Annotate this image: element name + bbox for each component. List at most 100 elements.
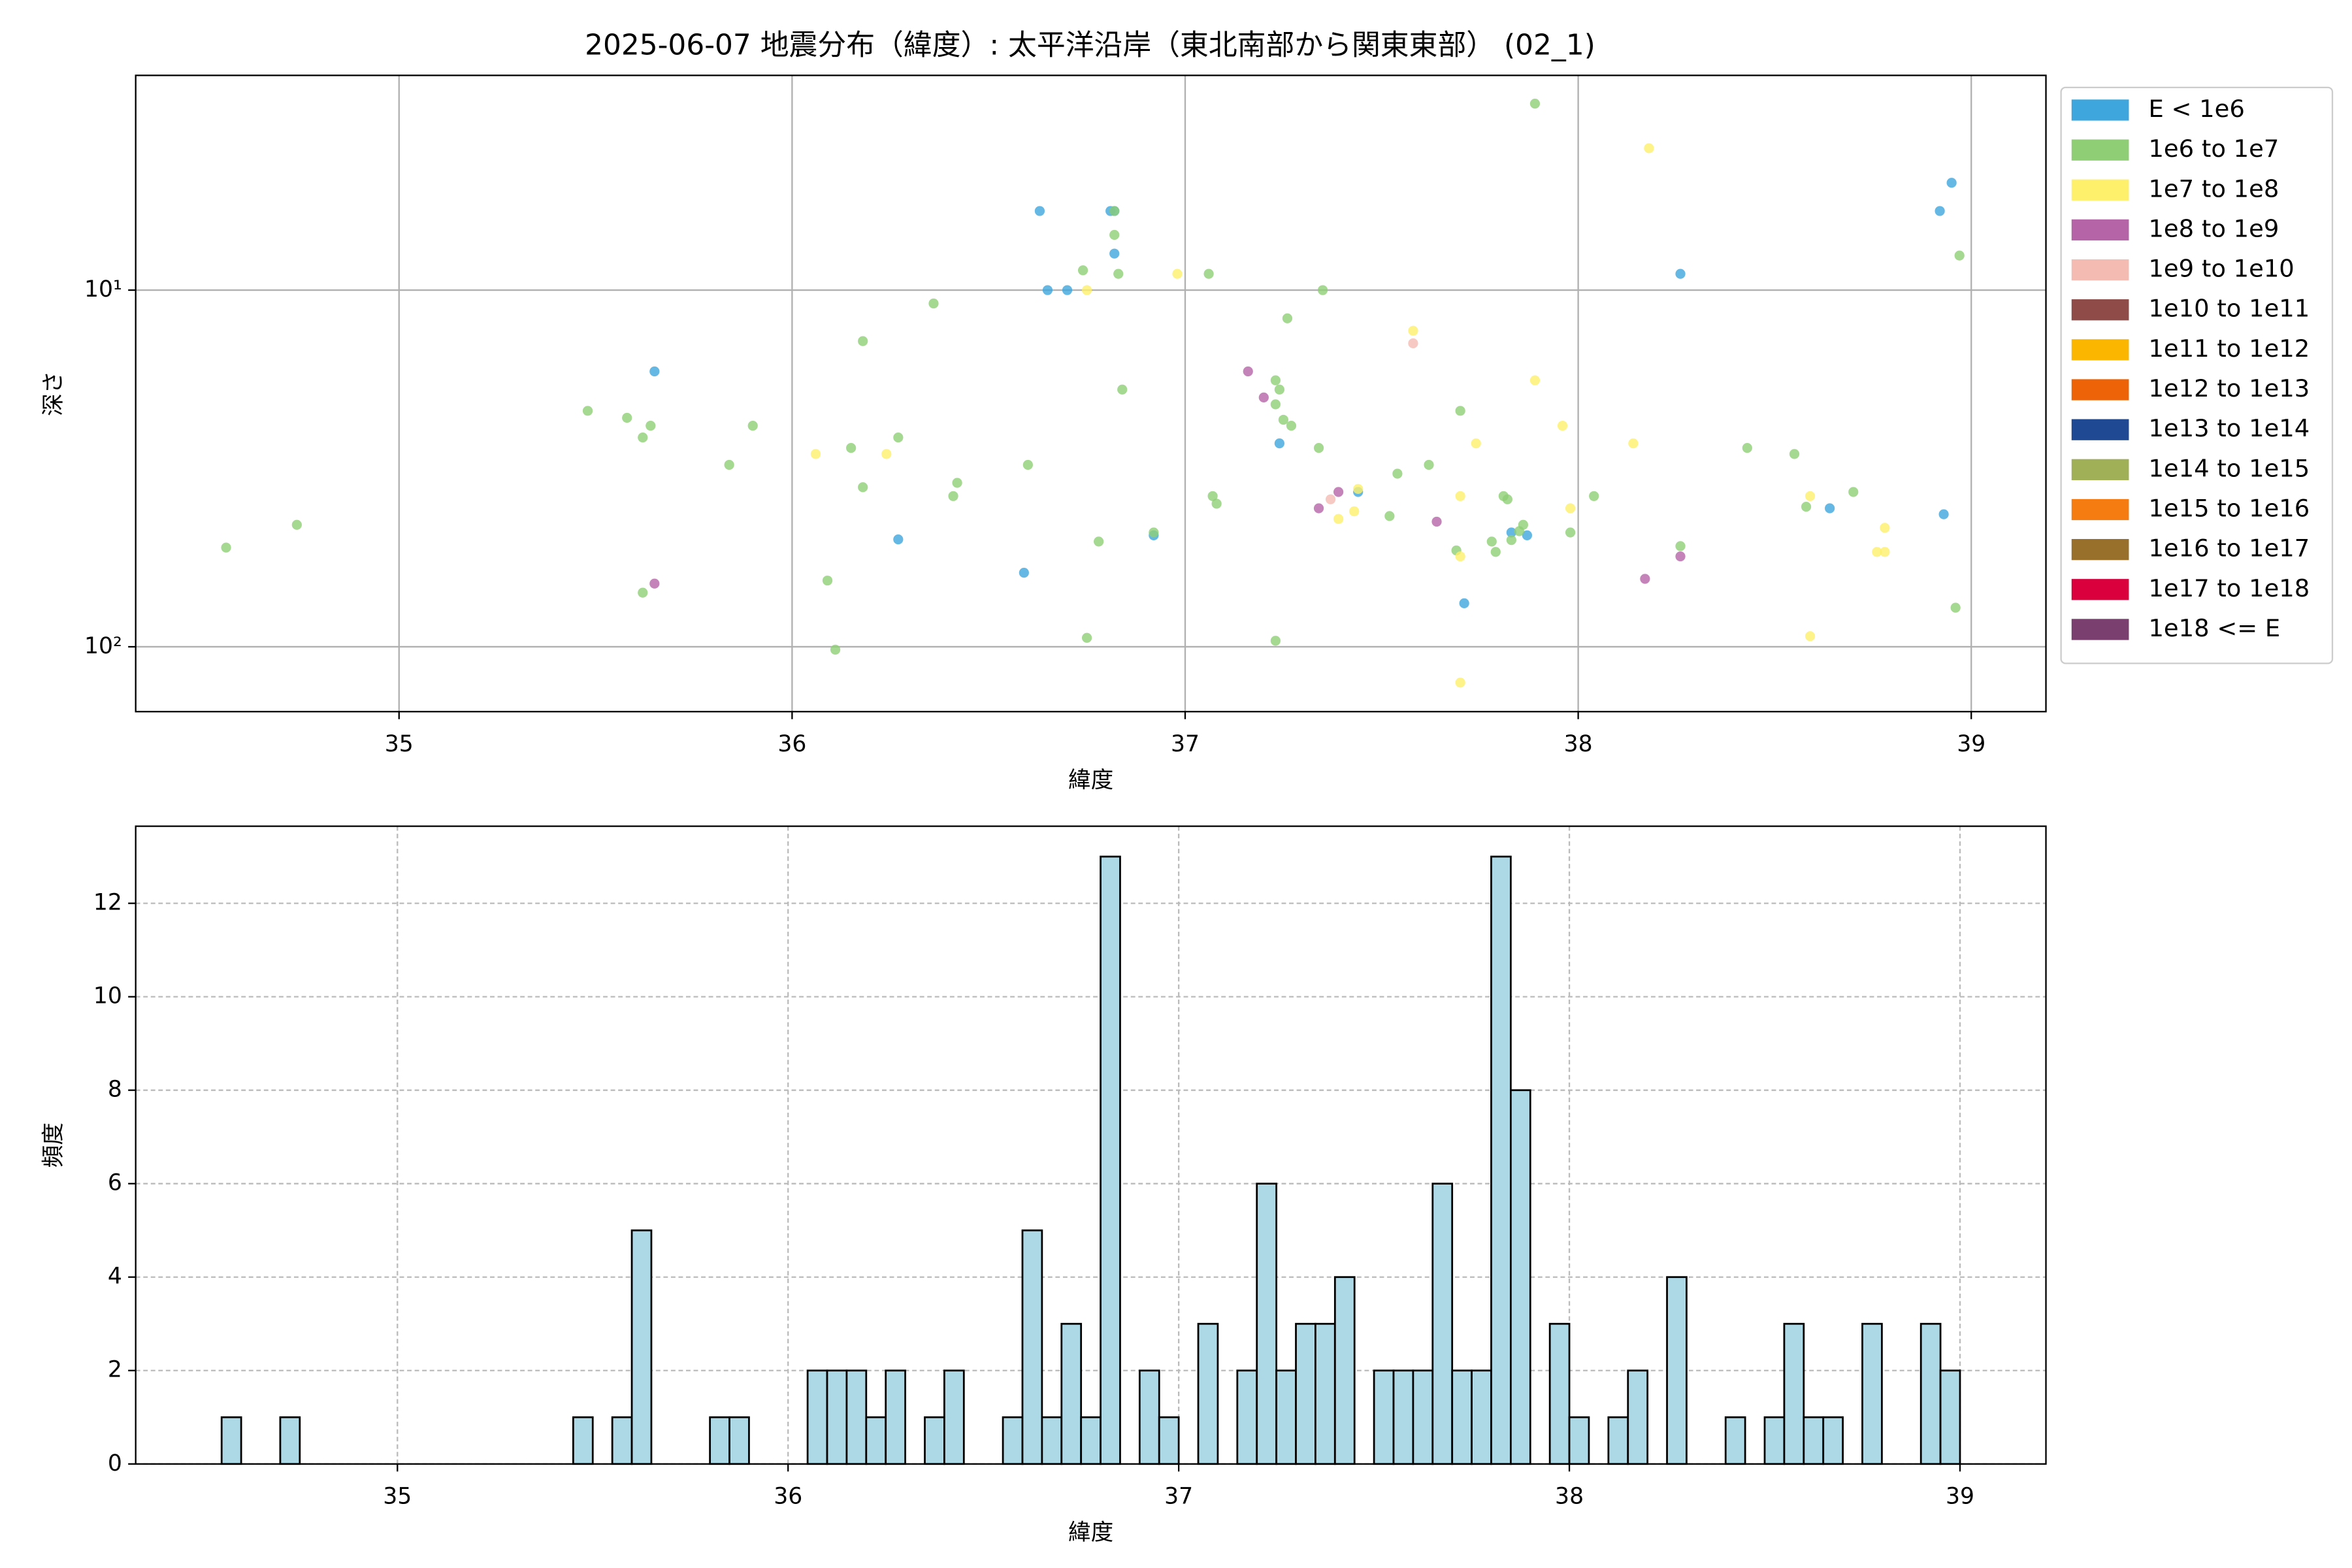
point	[1954, 250, 1965, 261]
point	[1455, 406, 1465, 416]
bar	[1627, 1369, 1649, 1465]
bar	[1100, 855, 1121, 1465]
point	[1644, 143, 1654, 154]
legend-swatch	[2071, 99, 2129, 121]
point	[952, 478, 962, 488]
bar	[1041, 1416, 1063, 1465]
point	[1557, 420, 1568, 431]
point	[1333, 514, 1344, 524]
bar	[1275, 1369, 1297, 1465]
legend-label: 1e17 to 1e18	[2148, 574, 2310, 602]
point	[649, 578, 660, 589]
point	[1872, 547, 1882, 557]
point	[1490, 547, 1501, 557]
y-tick-label: 0	[108, 1450, 122, 1477]
y-tick-label: 10²	[84, 633, 122, 659]
point	[1459, 598, 1469, 608]
legend-swatch	[2071, 619, 2129, 640]
bar	[1490, 855, 1512, 1465]
legend-label: 1e7 to 1e8	[2148, 174, 2279, 203]
point	[1270, 399, 1281, 410]
point	[1529, 375, 1541, 385]
point	[1455, 678, 1465, 688]
legend-swatch	[2071, 459, 2129, 480]
point	[1938, 509, 1949, 519]
point	[1077, 265, 1088, 276]
point	[649, 366, 660, 377]
legend-swatch	[2071, 299, 2129, 321]
bar	[1548, 1322, 1571, 1465]
bar	[1783, 1322, 1805, 1465]
x-tick-label: 39	[1957, 731, 1985, 757]
legend-label: 1e8 to 1e9	[2148, 214, 2279, 242]
bar	[1412, 1369, 1434, 1465]
point	[1034, 206, 1045, 216]
plot-frame	[135, 825, 2047, 1465]
x-tick-label: 39	[1946, 1484, 1974, 1510]
bar	[1002, 1416, 1024, 1465]
bar	[1451, 1369, 1473, 1465]
point	[1640, 574, 1650, 584]
point	[1109, 229, 1120, 240]
y-axis-label: 深さ	[41, 371, 67, 416]
point	[1675, 551, 1686, 562]
point	[1825, 503, 1835, 514]
bar	[1080, 1416, 1102, 1465]
legend-label: 1e6 to 1e7	[2148, 135, 2279, 163]
point	[1950, 602, 1961, 613]
x-tick-label: 37	[1171, 731, 1200, 757]
point	[1109, 248, 1120, 259]
bar	[1236, 1369, 1258, 1465]
point	[1286, 420, 1297, 431]
y-tick-label: 12	[93, 890, 122, 916]
legend-swatch	[2071, 579, 2129, 600]
point	[1325, 494, 1336, 504]
point	[638, 587, 648, 598]
point	[1408, 338, 1418, 349]
bar	[1724, 1416, 1746, 1465]
bar	[572, 1416, 594, 1465]
point	[1278, 414, 1289, 425]
point	[1675, 269, 1686, 279]
legend-swatch	[2071, 339, 2129, 361]
point	[1935, 206, 1945, 216]
bar	[1666, 1276, 1688, 1465]
y-tick-label: 4	[108, 1264, 122, 1290]
point	[1117, 384, 1128, 395]
bar	[1333, 1276, 1356, 1465]
point	[1392, 468, 1403, 479]
point	[1313, 503, 1324, 514]
point	[1384, 511, 1395, 521]
point	[1081, 632, 1092, 643]
point	[1675, 541, 1686, 551]
point	[858, 482, 868, 493]
point	[1805, 491, 1816, 501]
point	[221, 542, 231, 553]
legend-label: E < 1e6	[2148, 95, 2244, 123]
bar	[1315, 1322, 1336, 1465]
bar	[279, 1416, 301, 1465]
point	[747, 420, 758, 431]
bar	[611, 1416, 633, 1465]
point	[1589, 491, 1599, 501]
bar	[1919, 1322, 1942, 1465]
point	[622, 412, 632, 423]
point	[724, 459, 734, 470]
bar	[865, 1416, 887, 1465]
bar	[885, 1369, 906, 1465]
bar	[806, 1369, 828, 1465]
point	[1022, 459, 1033, 470]
bar	[1138, 1369, 1160, 1465]
point	[1455, 551, 1465, 562]
bar	[1803, 1416, 1825, 1465]
bar	[1256, 1183, 1278, 1465]
point	[1880, 547, 1890, 557]
legend-label: 1e18 <= E	[2148, 614, 2280, 642]
point	[1502, 494, 1512, 504]
point	[1522, 530, 1533, 540]
point	[1207, 491, 1218, 501]
bar	[1568, 1416, 1590, 1465]
